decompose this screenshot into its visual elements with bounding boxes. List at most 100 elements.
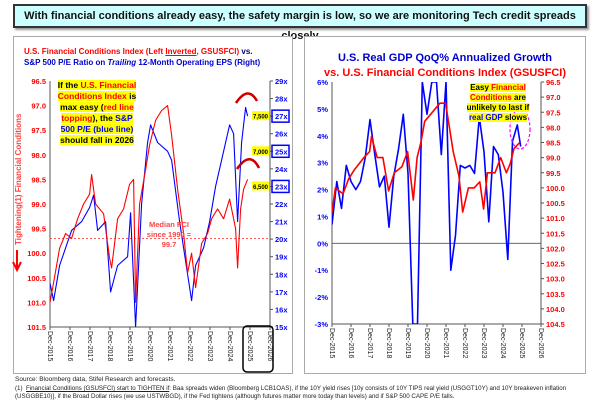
y2-tick-label: 100.0 bbox=[546, 184, 565, 193]
footnote-text: : Baa spreads widen (Bloomberg LCB1OAS),… bbox=[15, 385, 567, 400]
left-annotation: If the U.S. Financial Conditions Index i… bbox=[57, 80, 137, 146]
y-tick-label: 98.5 bbox=[31, 175, 46, 184]
title-fci: U.S. Financial Conditions Index (Left bbox=[24, 47, 166, 56]
y-tick-label: -2% bbox=[315, 293, 329, 302]
right-chart-title-2: vs. U.S. Financial Conditions Index (GSU… bbox=[323, 67, 567, 79]
x-tick-label: Dec-2021 bbox=[166, 331, 173, 361]
footnote-number: (1) bbox=[15, 385, 23, 392]
y2-tick-label: 23x bbox=[275, 182, 288, 191]
y2-tick-label: 21x bbox=[275, 218, 288, 227]
y-tick-label: 3% bbox=[317, 159, 328, 168]
left-chart-title: U.S. Financial Conditions Index (Left In… bbox=[24, 46, 290, 68]
y-tick-label: 99.0 bbox=[31, 200, 46, 209]
right-chart-title-1: U.S. Real GDP QoQ% Annualized Growth bbox=[338, 52, 552, 64]
y2-tick-label: 17x bbox=[275, 288, 288, 297]
x-tick-label: Dec-2016 bbox=[66, 331, 73, 361]
x-tick-label: Dec-2017 bbox=[86, 331, 93, 361]
pe-highlight-box bbox=[271, 144, 290, 159]
x-tick-label: Dec-2025 bbox=[518, 328, 525, 358]
y2-tick-label: 103.0 bbox=[546, 275, 565, 284]
note-seg: should fall in 2026 bbox=[60, 135, 134, 145]
y2-tick-label: 99.0 bbox=[546, 154, 561, 163]
median-fci-label: Median FCI since 1990 = 99.7 bbox=[146, 220, 192, 249]
x-tick-label: Dec-2023 bbox=[480, 328, 487, 358]
series-line-s-p-500-p-e bbox=[50, 106, 249, 327]
x-tick-label: Dec-2019 bbox=[126, 331, 133, 361]
x-tick-label: Dec-2026 bbox=[266, 331, 273, 361]
headline-banner: With financial conditions already easy, … bbox=[13, 4, 587, 42]
price-target-label: 6,500 bbox=[253, 185, 269, 191]
y2-tick-label: 97.0 bbox=[546, 93, 561, 102]
series-line-real-gdp-qoq-saar bbox=[332, 82, 522, 324]
y2-tick-label: 102.0 bbox=[546, 244, 565, 253]
note-seg: ), the bbox=[92, 113, 116, 123]
y2-tick-label: 28x bbox=[275, 95, 288, 104]
note-seg: real GDP bbox=[468, 113, 503, 122]
y-tick-label: 5% bbox=[317, 105, 328, 114]
note-seg: Easy bbox=[470, 83, 492, 92]
x-tick-label: Dec-2020 bbox=[146, 331, 153, 361]
y2-tick-label: 97.5 bbox=[546, 108, 561, 117]
x-tick-label: Dec-2023 bbox=[206, 331, 213, 361]
y2-tick-label: 96.5 bbox=[546, 78, 561, 87]
y2-tick-label: 27x bbox=[275, 112, 288, 121]
y-tick-label: -3% bbox=[315, 320, 329, 329]
x-tick-label: Dec-2021 bbox=[442, 328, 449, 358]
footnote-lead: Financial Conditions (GSUSFCI) start to … bbox=[26, 385, 170, 392]
y2-tick-label: 101.0 bbox=[546, 214, 565, 223]
y-tick-label: 6% bbox=[317, 78, 328, 87]
y-axis-label: Tightening(1) Financial Conditions bbox=[14, 113, 23, 245]
y-tick-label: -1% bbox=[315, 266, 329, 275]
footnote: (1) Financial Conditions (GSUSFCI) start… bbox=[15, 385, 595, 400]
price-label-bg bbox=[252, 146, 269, 156]
x-tick-label: Dec-2015 bbox=[328, 328, 335, 358]
y2-tick-label: 18x bbox=[275, 270, 288, 279]
y2-tick-label: 22x bbox=[275, 200, 288, 209]
title-pe-b: 12-Month Operating EPS (Right) bbox=[136, 58, 261, 67]
title-fci-end: , GSUSFCI) bbox=[196, 47, 240, 56]
x-tick-label: Dec-2024 bbox=[499, 328, 506, 358]
dec-2026-highlight-box bbox=[242, 325, 274, 373]
title-trailing: Trailing bbox=[107, 58, 137, 67]
y-tick-label: 97.5 bbox=[31, 126, 46, 135]
x-tick-label: Dec-2026 bbox=[537, 328, 544, 358]
pe-highlight-box bbox=[271, 179, 290, 194]
y2-tick-label: 19x bbox=[275, 253, 288, 262]
y2-tick-label: 25x bbox=[275, 147, 288, 156]
y2-tick-label: 104.5 bbox=[546, 320, 565, 329]
y2-tick-label: 102.5 bbox=[546, 260, 565, 269]
down-arrow-icon bbox=[12, 250, 22, 273]
y-tick-label: 97.0 bbox=[31, 102, 46, 111]
y-tick-label: 1% bbox=[317, 212, 328, 221]
y-tick-label: 96.5 bbox=[31, 77, 46, 86]
y-tick-label: 101.5 bbox=[27, 323, 46, 332]
series-line-gsusfci bbox=[50, 105, 249, 303]
x-tick-label: Dec-2015 bbox=[46, 331, 53, 361]
y-tick-label: 101.0 bbox=[27, 298, 46, 307]
title-inverted: Inverted bbox=[165, 47, 197, 56]
y-tick-label: 2% bbox=[317, 186, 328, 195]
x-tick-label: Dec-2017 bbox=[366, 328, 373, 358]
x-tick-label: Dec-2018 bbox=[106, 331, 113, 361]
price-label-bg bbox=[252, 111, 269, 121]
price-target-label: 7,000 bbox=[253, 150, 269, 156]
y2-tick-label: 26x bbox=[275, 130, 288, 139]
y2-tick-label: 104.0 bbox=[546, 305, 565, 314]
y2-tick-label: 100.5 bbox=[546, 199, 565, 208]
y2-tick-label: 103.5 bbox=[546, 290, 565, 299]
y-tick-label: 100.0 bbox=[27, 249, 46, 258]
x-tick-label: Dec-2025 bbox=[246, 331, 253, 361]
y2-tick-label: 98.0 bbox=[546, 123, 561, 132]
right-annotation: Easy Financial Conditions are unlikely t… bbox=[462, 83, 534, 123]
topping-arc-icon bbox=[234, 92, 259, 104]
pe-highlight-box bbox=[271, 109, 290, 123]
y2-tick-label: 29x bbox=[275, 77, 288, 86]
y-tick-label: 4% bbox=[317, 132, 328, 141]
x-tick-label: Dec-2022 bbox=[461, 328, 468, 358]
x-tick-label: Dec-2020 bbox=[423, 328, 430, 358]
y2-tick-label: 20x bbox=[275, 235, 288, 244]
x-tick-label: Dec-2024 bbox=[226, 331, 233, 361]
y2-tick-label: 99.5 bbox=[546, 169, 561, 178]
title-pe-a: S&P 500 P/E Ratio on bbox=[24, 58, 108, 67]
